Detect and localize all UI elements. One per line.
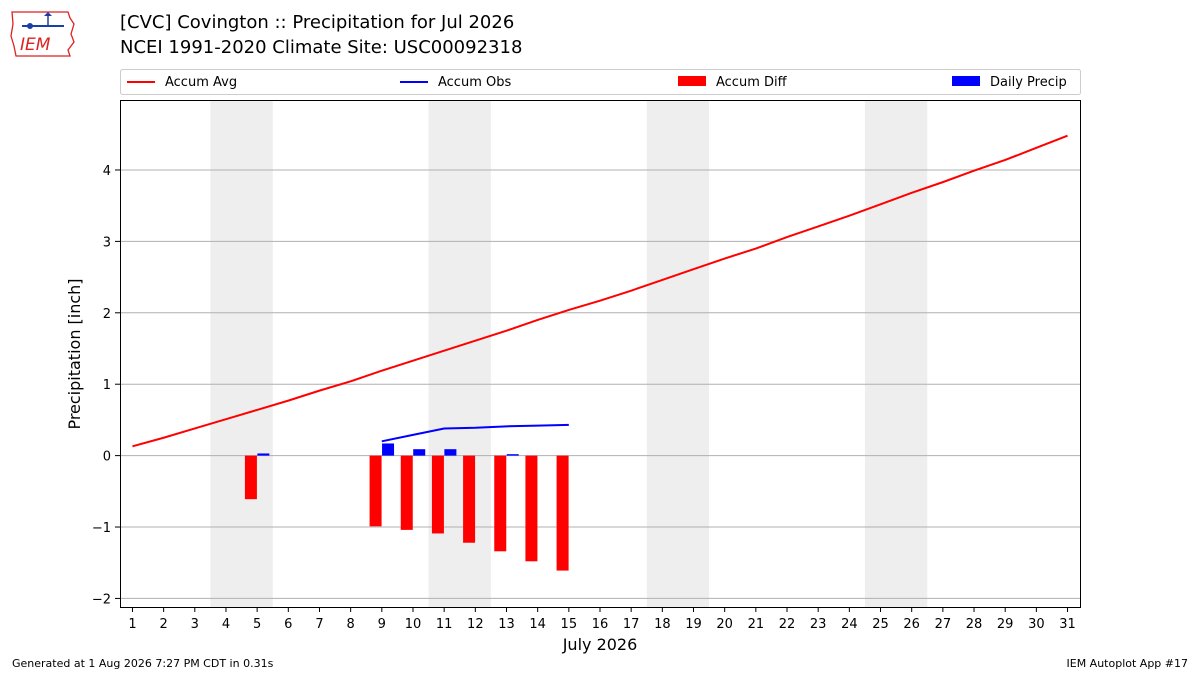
x-tick-label: 26 (903, 617, 920, 632)
daily-precip-bar (382, 443, 395, 456)
x-tick-label: 7 (315, 617, 323, 632)
weekend-shade (646, 100, 710, 607)
y-tick-label: 2 (103, 307, 111, 322)
x-tick-label: 18 (654, 617, 671, 632)
y-tick-label: −1 (92, 521, 111, 536)
accum-diff-bar (556, 455, 569, 571)
plot-frame (120, 100, 1081, 608)
accum-avg-line (132, 134, 1068, 448)
x-tick-label: 3 (191, 617, 199, 632)
y-tick-label: −2 (92, 592, 111, 607)
x-tick-label: 19 (685, 617, 702, 632)
logo-text: IEM (20, 35, 51, 55)
x-tick-label: 11 (436, 617, 453, 632)
chart-title: [CVC] Covington :: Precipitation for Jul… (120, 12, 515, 33)
legend-box (120, 69, 1081, 95)
legend-accum-avg-label: Accum Avg (165, 75, 237, 90)
legend: Accum Avg Accum Obs Accum Diff Daily Precip (120, 69, 1081, 95)
x-tick-label: 13 (498, 617, 515, 632)
x-tick-label: 8 (347, 617, 355, 632)
y-tick-label: 0 (103, 450, 111, 465)
y-tick-label: 3 (103, 235, 111, 250)
legend-accum-obs-label: Accum Obs (438, 75, 511, 90)
y-tick-label: 4 (103, 164, 111, 179)
x-tick-label: 1 (128, 617, 136, 632)
weekend-shade (428, 100, 491, 607)
x-tick-label: 29 (997, 617, 1014, 632)
weekend-shade (864, 100, 928, 607)
legend-accum-diff-swatch (678, 76, 706, 86)
x-tick-label: 14 (529, 617, 546, 632)
x-tick-label: 17 (623, 617, 640, 632)
x-tick-label: 21 (748, 617, 765, 632)
legend-daily-precip-swatch (952, 76, 980, 86)
y-tick-label: 1 (103, 378, 111, 393)
x-tick-label: 31 (1059, 617, 1076, 632)
x-tick-label: 6 (284, 617, 292, 632)
x-tick-label: 24 (841, 617, 858, 632)
accum-diff-bar (244, 455, 257, 500)
x-tick-label: 22 (779, 617, 796, 632)
daily-precip-bar (444, 449, 457, 456)
x-tick-label: 10 (405, 617, 422, 632)
x-tick-label: 12 (467, 617, 484, 632)
x-tick-label: 27 (935, 617, 952, 632)
x-tick-label: 20 (716, 617, 733, 632)
x-tick-label: 2 (159, 617, 167, 632)
accum-diff-bar (431, 455, 444, 534)
iowa-outline-icon (10, 11, 75, 57)
accum-diff-bar (525, 455, 538, 562)
accum-obs-line (381, 423, 569, 443)
x-tick-label: 25 (872, 617, 889, 632)
accum-diff-bar (494, 455, 507, 552)
generated-timestamp: Generated at 1 Aug 2026 7:27 PM CDT in 0… (12, 657, 274, 670)
x-axis-label: July 2026 (562, 635, 638, 654)
accum-diff-bar (400, 455, 413, 530)
y-axis-label: Precipitation [inch] (65, 278, 84, 429)
x-tick-label: 30 (1028, 617, 1045, 632)
x-tick-label: 4 (222, 617, 230, 632)
daily-precip-bar (257, 453, 270, 456)
legend-accum-diff-label: Accum Diff (716, 75, 788, 90)
accum-diff-bar (369, 455, 382, 527)
accum-diff-bar (463, 455, 476, 543)
app-credit: IEM Autoplot App #17 (1066, 657, 1189, 670)
chart-subtitle: NCEI 1991-2020 Climate Site: USC00092318 (120, 37, 523, 58)
iem-logo: IEM (10, 11, 75, 57)
daily-precip-bar (413, 449, 426, 456)
x-tick-label: 28 (966, 617, 983, 632)
x-tick-label: 9 (378, 617, 386, 632)
weekend-shade (210, 100, 273, 607)
x-tick-label: 23 (810, 617, 827, 632)
legend-daily-precip-label: Daily Precip (990, 75, 1067, 90)
x-tick-label: 5 (253, 617, 261, 632)
daily-precip-bar (506, 454, 519, 456)
x-tick-label: 15 (561, 617, 578, 632)
x-tick-label: 16 (592, 617, 609, 632)
